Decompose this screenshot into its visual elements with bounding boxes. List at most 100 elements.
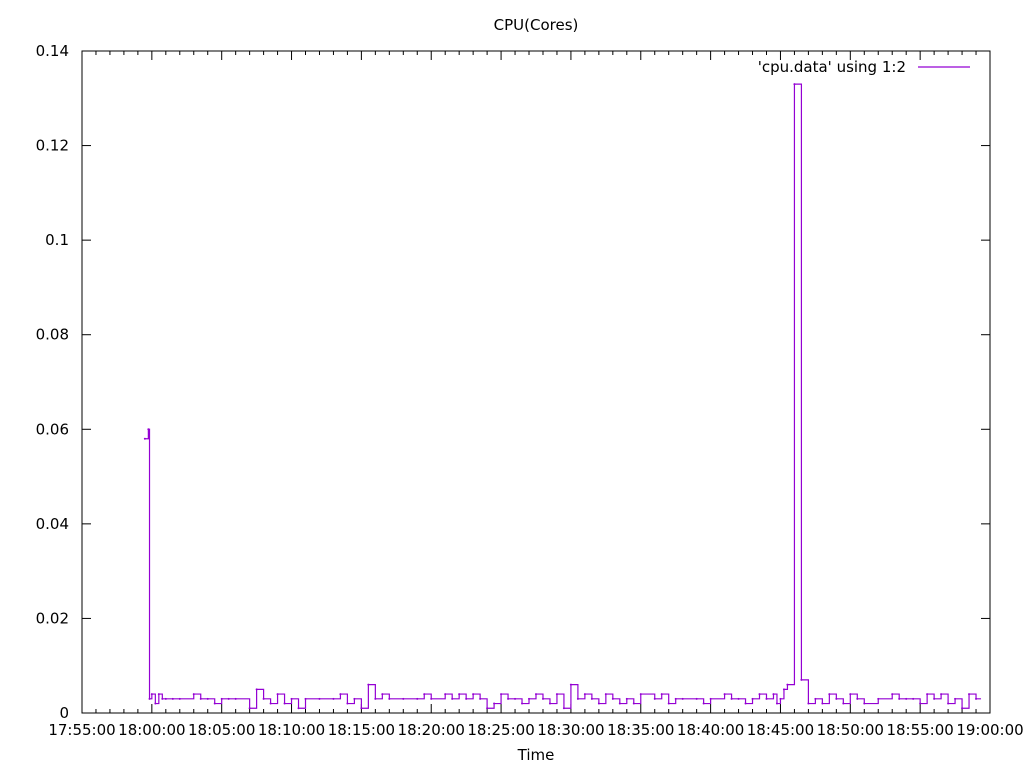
data-point [143, 437, 146, 440]
data-point [597, 702, 600, 705]
data-point [744, 702, 747, 705]
data-point [898, 697, 901, 700]
y-tick-label: 0.04 [36, 515, 69, 533]
data-point [161, 697, 164, 700]
x-tick-label: 18:25:00 [467, 721, 534, 739]
data-point [583, 693, 586, 696]
data-point [423, 693, 426, 696]
data-point [220, 697, 223, 700]
x-tick-label: 18:55:00 [886, 721, 953, 739]
data-point [905, 697, 908, 700]
series-line-0 [144, 83, 982, 709]
data-point [444, 693, 447, 696]
data-point [171, 697, 174, 700]
data-point [507, 697, 510, 700]
x-tick-label: 18:45:00 [747, 721, 814, 739]
data-point [604, 693, 607, 696]
x-tick-label: 18:20:00 [398, 721, 465, 739]
data-point [779, 697, 782, 700]
data-point [562, 707, 565, 710]
data-point [255, 688, 258, 691]
data-point [730, 697, 733, 700]
data-point [590, 697, 593, 700]
data-point [695, 697, 698, 700]
data-point [674, 697, 677, 700]
data-point [416, 697, 419, 700]
x-tick-label: 18:40:00 [677, 721, 744, 739]
data-point [147, 428, 150, 431]
data-point [388, 697, 391, 700]
data-point [737, 697, 740, 700]
data-point [786, 683, 789, 686]
data-point [297, 707, 300, 710]
data-point [472, 693, 475, 696]
data-point [353, 697, 356, 700]
data-point [961, 707, 964, 710]
data-point [800, 678, 803, 681]
y-tick-label: 0.06 [36, 420, 69, 438]
data-point [493, 702, 496, 705]
data-point [821, 702, 824, 705]
data-point [178, 697, 181, 700]
data-point [318, 697, 321, 700]
data-point [758, 693, 761, 696]
data-point [514, 697, 517, 700]
data-point [723, 693, 726, 696]
data-point [535, 693, 537, 696]
data-point [154, 702, 157, 705]
data-point [458, 693, 461, 696]
data-point [814, 697, 817, 700]
data-point [772, 693, 775, 696]
data-point [150, 693, 153, 696]
data-point [782, 688, 785, 691]
data-point [639, 693, 642, 696]
y-tick-label: 0.08 [36, 326, 69, 344]
data-point [849, 693, 852, 696]
data-point [877, 697, 880, 700]
y-tick-label: 0.02 [36, 609, 69, 627]
data-point [148, 697, 151, 700]
data-point [479, 697, 482, 700]
plot-area [143, 83, 982, 710]
data-point [402, 697, 405, 700]
y-tick-label: 0.14 [36, 42, 69, 60]
data-point [765, 697, 768, 700]
data-point [555, 693, 558, 696]
x-tick-label: 18:05:00 [188, 721, 255, 739]
data-point [430, 697, 433, 700]
data-point [206, 697, 209, 700]
data-point [667, 702, 670, 705]
data-point [339, 693, 342, 696]
data-point [940, 693, 943, 696]
y-tick-label: 0 [59, 704, 69, 722]
data-point [360, 707, 363, 710]
data-point [157, 693, 160, 696]
legend: 'cpu.data' using 1:2 [758, 58, 970, 76]
data-point [863, 702, 866, 705]
data-point [374, 697, 377, 700]
data-point [269, 702, 272, 705]
data-point [234, 697, 237, 700]
data-point [891, 693, 894, 696]
data-point [381, 693, 384, 696]
data-point [835, 697, 838, 700]
data-point [807, 702, 810, 705]
data-point [304, 697, 307, 700]
data-point [632, 702, 635, 705]
x-tick-label: 18:15:00 [328, 721, 395, 739]
data-point [227, 697, 230, 700]
data-point [954, 697, 957, 700]
data-point [793, 83, 796, 86]
x-axis-label: Time [517, 746, 555, 764]
data-point [933, 697, 936, 700]
data-point [702, 702, 705, 705]
data-point [611, 697, 614, 700]
data-point [968, 693, 971, 696]
plot-frame [81, 50, 991, 714]
data-point [164, 697, 167, 700]
data-point [465, 697, 468, 700]
data-point [192, 693, 195, 696]
data-point [486, 707, 489, 710]
